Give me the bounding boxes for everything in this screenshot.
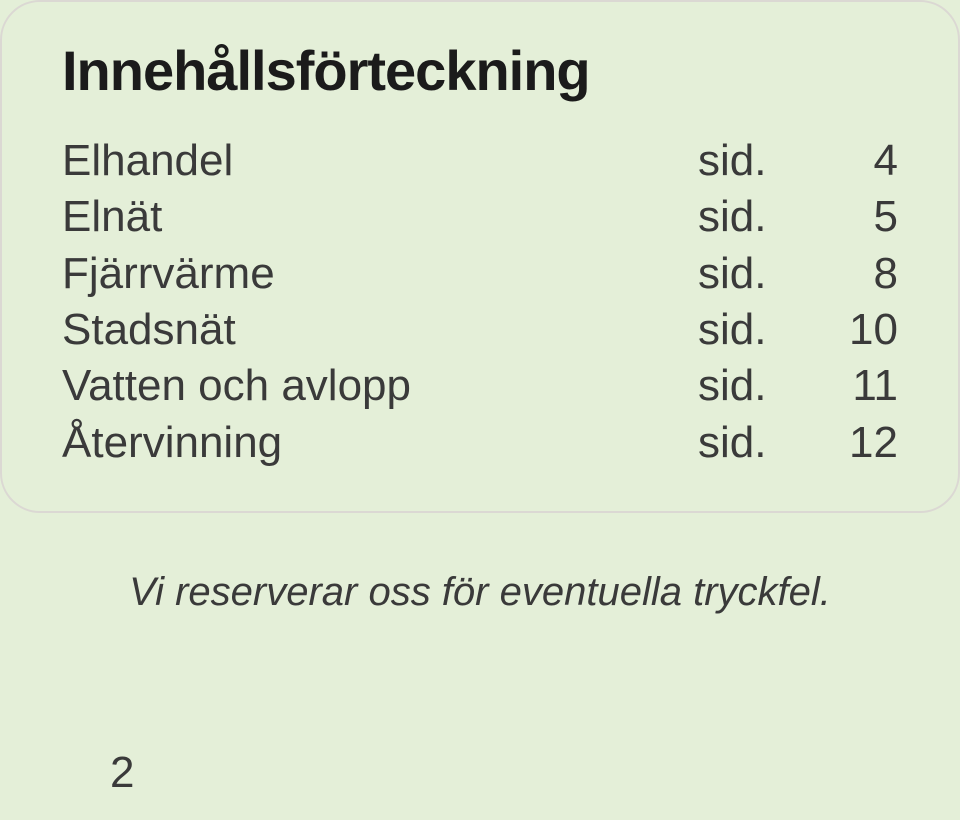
toc-sid: sid. <box>698 302 808 358</box>
toc-row: Elnät sid. 5 <box>62 189 898 245</box>
toc-page: 4 <box>808 133 898 189</box>
toc-title: Innehållsförteckning <box>62 38 898 103</box>
page: Innehållsförteckning Elhandel sid. 4 Eln… <box>0 0 960 820</box>
toc-page: 11 <box>808 358 898 414</box>
toc-label: Vatten och avlopp <box>62 358 698 414</box>
page-number: 2 <box>110 748 134 798</box>
toc-page: 8 <box>808 246 898 302</box>
toc-row: Fjärrvärme sid. 8 <box>62 246 898 302</box>
toc-label: Elhandel <box>62 133 698 189</box>
toc-row: Vatten och avlopp sid. 11 <box>62 358 898 414</box>
toc-sid: sid. <box>698 415 808 471</box>
toc-label: Stadsnät <box>62 302 698 358</box>
toc-list: Elhandel sid. 4 Elnät sid. 5 Fjärrvärme … <box>62 133 898 471</box>
toc-label: Fjärrvärme <box>62 246 698 302</box>
toc-row: Stadsnät sid. 10 <box>62 302 898 358</box>
toc-sid: sid. <box>698 189 808 245</box>
toc-page: 10 <box>808 302 898 358</box>
toc-sid: sid. <box>698 246 808 302</box>
toc-row: Elhandel sid. 4 <box>62 133 898 189</box>
toc-row: Återvinning sid. 12 <box>62 415 898 471</box>
toc-label: Återvinning <box>62 415 698 471</box>
toc-page: 5 <box>808 189 898 245</box>
toc-card: Innehållsförteckning Elhandel sid. 4 Eln… <box>0 0 960 513</box>
toc-sid: sid. <box>698 133 808 189</box>
toc-page: 12 <box>808 415 898 471</box>
toc-label: Elnät <box>62 189 698 245</box>
disclaimer-text: Vi reserverar oss för eventuella tryckfe… <box>0 570 960 615</box>
toc-sid: sid. <box>698 358 808 414</box>
